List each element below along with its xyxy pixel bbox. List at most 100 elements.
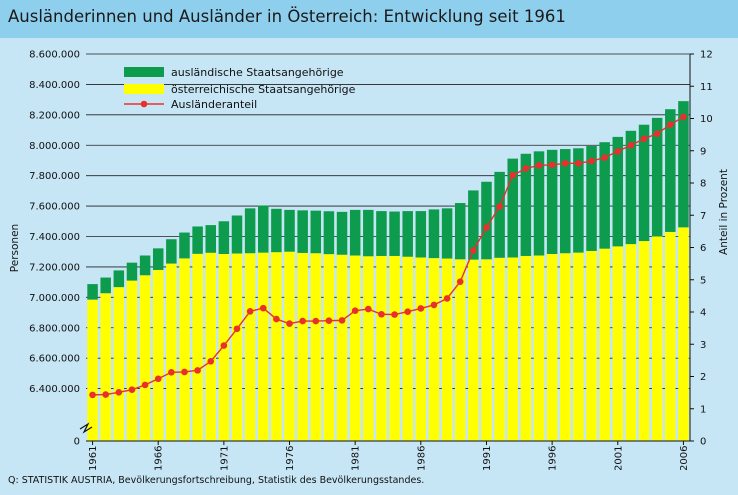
right-tick-label: 12 bbox=[700, 50, 713, 61]
share-point bbox=[168, 369, 175, 376]
bar-foreign bbox=[87, 284, 98, 300]
axis-break-marker bbox=[79, 422, 93, 434]
bar-foreign bbox=[546, 149, 558, 254]
bar-austrian bbox=[520, 255, 532, 441]
bar-foreign bbox=[376, 211, 387, 256]
bar-austrian bbox=[651, 236, 663, 441]
bar-austrian bbox=[560, 253, 571, 441]
bar-austrian bbox=[113, 287, 125, 441]
right-tick-label: 6 bbox=[700, 243, 706, 254]
left-tick-label: 7.800.000 bbox=[29, 171, 80, 182]
legend-point-share bbox=[140, 100, 148, 108]
bar-austrian bbox=[454, 259, 466, 441]
bar-austrian bbox=[192, 253, 203, 441]
share-point bbox=[194, 367, 201, 374]
share-point bbox=[561, 160, 569, 167]
bar-austrian bbox=[126, 280, 138, 441]
bar-foreign bbox=[468, 190, 479, 260]
share-point bbox=[548, 161, 556, 169]
x-tick-label: 1996 bbox=[548, 446, 559, 470]
bar-foreign bbox=[336, 211, 348, 255]
left-tick-label: 7.400.000 bbox=[29, 232, 80, 243]
share-point bbox=[653, 130, 661, 137]
right-tick-label: 8 bbox=[700, 179, 706, 190]
bar-austrian bbox=[179, 258, 190, 441]
bar-foreign bbox=[638, 124, 650, 242]
bar-foreign bbox=[599, 142, 610, 249]
bar-austrian bbox=[166, 263, 177, 441]
bar-austrian bbox=[468, 259, 479, 441]
x-tick-label: 1976 bbox=[285, 446, 296, 470]
bar-foreign bbox=[481, 181, 492, 260]
share-point bbox=[443, 295, 451, 302]
share-point bbox=[233, 325, 241, 333]
share-point bbox=[128, 386, 136, 394]
bar-foreign bbox=[179, 232, 190, 259]
x-tick-label: 1961 bbox=[88, 446, 99, 470]
x-tick-label: 1971 bbox=[219, 446, 230, 470]
bar-austrian bbox=[612, 246, 624, 441]
bar-austrian bbox=[678, 227, 689, 441]
source-note: Q: STATISTIK AUSTRIA, Bevölkerungsfortsc… bbox=[8, 475, 425, 486]
share-point bbox=[325, 317, 333, 325]
bar-foreign bbox=[389, 211, 400, 256]
bar-foreign bbox=[139, 255, 151, 276]
bar-foreign bbox=[244, 208, 256, 254]
right-tick-label: 1 bbox=[700, 404, 706, 415]
legend-swatch-foreign bbox=[124, 67, 164, 77]
bar-austrian bbox=[271, 252, 282, 441]
left-tick-label: 8.600.000 bbox=[29, 50, 80, 61]
bar-austrian bbox=[376, 255, 387, 441]
chart-svg: 6.400.000 6.600.000 6.800.000 7.000.000 7.20… bbox=[9, 50, 730, 471]
share-point bbox=[417, 305, 425, 312]
bar-austrian bbox=[546, 253, 558, 441]
bar-austrian bbox=[152, 269, 164, 441]
bar-foreign bbox=[363, 209, 374, 257]
bar-foreign bbox=[586, 146, 597, 251]
bar-foreign bbox=[415, 211, 427, 258]
bar-austrian bbox=[573, 252, 584, 441]
bar-foreign bbox=[297, 210, 308, 253]
share-point bbox=[667, 121, 674, 128]
bar-austrian bbox=[507, 257, 518, 441]
share-point bbox=[483, 224, 490, 231]
share-point bbox=[601, 154, 608, 161]
share-point bbox=[102, 391, 109, 398]
left-tick-label: 6.600.000 bbox=[29, 354, 80, 365]
bar-foreign bbox=[494, 171, 505, 258]
legend-label-share: Ausländeranteil bbox=[171, 98, 257, 111]
share-point bbox=[575, 160, 582, 167]
bar-austrian bbox=[638, 241, 650, 441]
left-tick-label: 6.800.000 bbox=[29, 323, 80, 334]
right-tick-label: 3 bbox=[700, 340, 706, 351]
bar-foreign bbox=[113, 270, 125, 288]
bar-foreign bbox=[651, 117, 663, 237]
chart-title: Ausländerinnen und Ausländer in Österrei… bbox=[8, 7, 566, 26]
right-tick-label: 4 bbox=[700, 308, 706, 319]
share-point bbox=[378, 310, 385, 318]
share-point bbox=[154, 375, 162, 383]
share-point bbox=[351, 307, 359, 315]
bar-austrian bbox=[625, 244, 637, 441]
bar-austrian bbox=[481, 259, 492, 441]
share-point bbox=[273, 315, 280, 323]
right-tick-label: 9 bbox=[700, 146, 706, 157]
bar-foreign bbox=[678, 101, 689, 228]
bar-austrian bbox=[100, 293, 111, 441]
title-bar: Ausländerinnen und Ausländer in Österrei… bbox=[0, 0, 738, 38]
bar-foreign bbox=[612, 136, 624, 247]
share-point bbox=[470, 247, 477, 254]
right-tick-label: 11 bbox=[700, 82, 713, 93]
share-point bbox=[141, 381, 149, 389]
share-point bbox=[627, 141, 635, 149]
x-tick-label: 1986 bbox=[416, 446, 427, 470]
bar-foreign bbox=[126, 262, 138, 281]
x-tick-label: 2006 bbox=[679, 446, 690, 470]
share-point bbox=[522, 165, 530, 172]
bar-foreign bbox=[284, 209, 295, 252]
bar-foreign bbox=[166, 239, 177, 264]
legend-label-austrian: österreichische Staatsangehörige bbox=[171, 83, 356, 96]
bar-austrian bbox=[494, 257, 505, 441]
bar-foreign bbox=[205, 225, 216, 253]
x-tick-label: 1981 bbox=[351, 446, 362, 470]
